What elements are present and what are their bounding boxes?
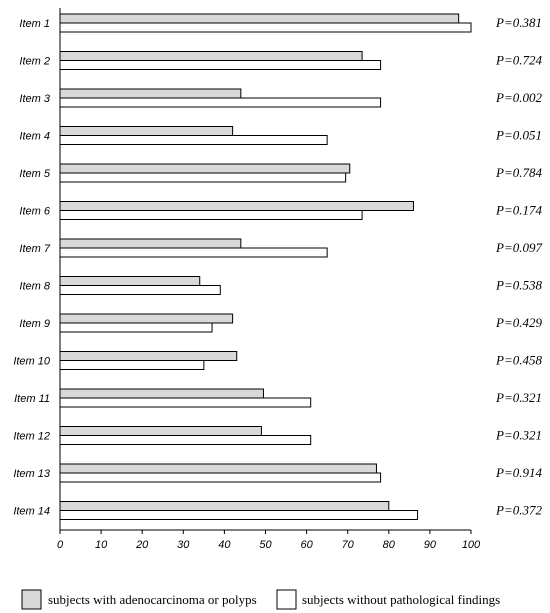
- bar-series2-item-9: [59, 322, 213, 333]
- p-value-label: P=0.321: [495, 428, 542, 443]
- x-tick-label: 30: [177, 539, 190, 551]
- labels-group: Item 1 P=0.381 Item 2 P=0.724 Item 3 P=0.002 I…: [13, 15, 542, 518]
- bar-series1-item-5: [59, 163, 351, 174]
- p-value-label: P=0.381: [495, 15, 542, 30]
- bar-series1-item-8: [59, 276, 201, 286]
- bar-series2-item-5: [59, 172, 347, 183]
- p-value-label: P=0.458: [495, 353, 542, 368]
- category-label: Item 5: [19, 168, 50, 180]
- bar-series2-item-4: [59, 135, 328, 145]
- category-label: Item 3: [19, 93, 50, 105]
- p-value-label: P=0.051: [495, 128, 542, 143]
- category-label: Item 10: [13, 356, 51, 368]
- bar-series1-item-6: [59, 201, 414, 211]
- category-label: Item 14: [13, 506, 50, 518]
- bar-series1-item-3: [59, 88, 242, 99]
- p-value-label: P=0.429: [495, 315, 542, 330]
- p-value-label: P=0.784: [495, 165, 542, 180]
- bar-series1-item-4: [59, 126, 234, 136]
- x-tick-label: 20: [135, 539, 149, 551]
- bar-series2-item-2: [59, 60, 382, 70]
- bars-group: [59, 13, 472, 520]
- bar-series1-item-14: [59, 501, 390, 511]
- bar-series2-item-7: [59, 247, 328, 258]
- bar-series2-item-6: [59, 210, 363, 220]
- legend-label-1: subjects with adenocarcinoma or polyps: [48, 592, 257, 607]
- category-label: Item 6: [19, 206, 50, 218]
- bar-series2-item-3: [59, 97, 382, 108]
- x-axis: 0 10 20 30 40 50 60 70 80 90 100: [57, 8, 481, 551]
- category-label: Item 13: [13, 468, 51, 480]
- p-value-label: P=0.097: [495, 240, 542, 255]
- p-value-label: P=0.321: [495, 390, 542, 405]
- bar-series1-item-9: [59, 313, 234, 324]
- bar-series2-item-8: [59, 285, 221, 295]
- bar-series2-item-13: [59, 472, 382, 483]
- category-label: Item 2: [19, 56, 50, 68]
- category-label: Item 9: [19, 318, 50, 330]
- category-label: Item 4: [19, 131, 50, 143]
- p-value-label: P=0.372: [495, 503, 542, 518]
- x-tick-label: 40: [218, 539, 231, 551]
- bar-series1-item-13: [59, 463, 377, 474]
- bar-series2-item-1: [59, 22, 472, 33]
- category-label: Item 12: [13, 431, 50, 443]
- x-tick-label: 100: [462, 539, 481, 551]
- p-value-label: P=0.724: [495, 53, 542, 68]
- x-tick-label: 60: [300, 539, 313, 551]
- p-value-label: P=0.538: [495, 278, 542, 293]
- bar-series2-item-14: [59, 510, 419, 520]
- p-value-label: P=0.914: [495, 465, 542, 480]
- x-tick-label: 90: [424, 539, 437, 551]
- p-value-label: P=0.002: [495, 90, 542, 105]
- category-label: Item 1: [19, 18, 50, 30]
- x-tick-label: 50: [259, 539, 272, 551]
- bar-series1-item-11: [59, 388, 264, 399]
- bar-series1-item-2: [59, 51, 363, 61]
- legend: subjects with adenocarcinoma or polyps su…: [21, 589, 500, 610]
- bar-series1-item-10: [59, 351, 238, 361]
- category-label: Item 8: [19, 281, 50, 293]
- x-tick-label: 70: [342, 539, 355, 551]
- legend-label-2: subjects without pathological findings: [302, 592, 500, 607]
- bar-series1-item-12: [59, 426, 262, 436]
- p-value-label: P=0.174: [495, 203, 542, 218]
- legend-swatch-2: [276, 589, 297, 610]
- x-tick-label: 0: [57, 539, 64, 551]
- bar-series2-item-10: [59, 360, 205, 370]
- bar-series1-item-7: [59, 238, 242, 249]
- x-tick-label: 80: [383, 539, 396, 551]
- category-label: Item 11: [14, 393, 50, 405]
- category-label: Item 7: [19, 243, 50, 255]
- x-tick-label: 10: [95, 539, 108, 551]
- bar-series2-item-11: [59, 397, 312, 408]
- bar-series2-item-12: [59, 435, 312, 445]
- legend-swatch-1: [21, 589, 42, 610]
- bar-series1-item-1: [59, 13, 460, 24]
